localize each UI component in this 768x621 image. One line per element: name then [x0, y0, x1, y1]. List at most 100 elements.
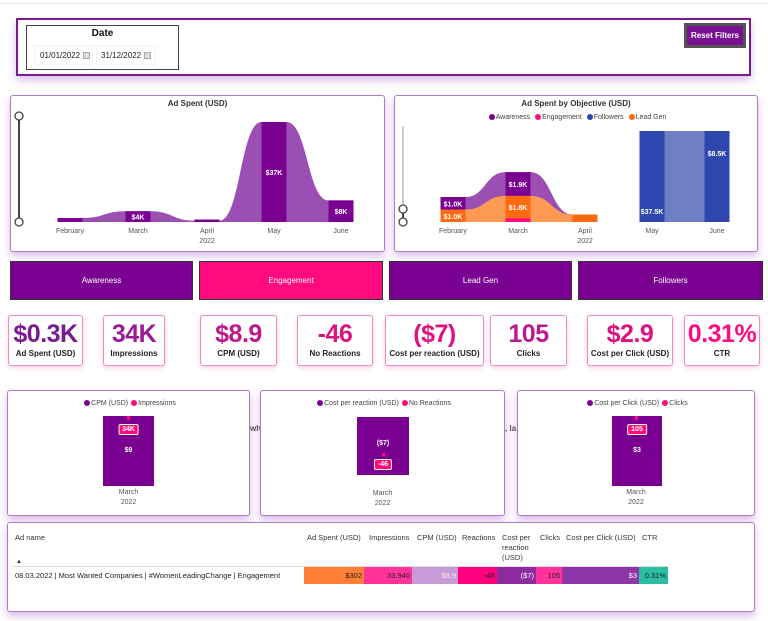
x-tick-label: May: [267, 228, 281, 235]
bar-lead-gen-march: [505, 195, 531, 219]
objective-lead-gen-button[interactable]: Lead Gen: [389, 261, 572, 300]
cost-per-click-chart: Cost per Click (USD) Clicks 105 $3 March …: [517, 390, 755, 516]
calendar-icon[interactable]: [144, 52, 152, 60]
data-label: $1.8K: [509, 205, 528, 212]
legend-engagement[interactable]: Engagement: [542, 114, 582, 121]
legend-dot: [587, 400, 594, 407]
range-slider-handle-top[interactable]: [398, 204, 408, 214]
x-axis-year: 2022: [120, 499, 137, 506]
range-slider-handle-top[interactable]: [14, 111, 24, 121]
reactions-marker: [382, 453, 385, 456]
chart-legend: Awareness Engagement Followers Lead Gen: [395, 114, 757, 121]
kpi-label: No Reactions: [309, 349, 361, 358]
kpi-card-clicks: 105 Clicks: [490, 315, 567, 366]
reset-filters-button[interactable]: Reset Filters: [684, 23, 746, 48]
bar-lead-gen-february: [440, 209, 466, 222]
legend-cost-per-click[interactable]: Cost per Click (USD): [594, 400, 660, 407]
x-axis-label: March: [626, 489, 646, 496]
chart-title: Ad Spent (USD): [167, 99, 228, 108]
kpi-value: -46: [317, 320, 353, 348]
background-text-fragment: , la: [505, 424, 517, 433]
kpi-value: $0.3K: [13, 320, 78, 348]
kpi-card-impressions: 34K Impressions: [103, 315, 165, 366]
bar-awareness-february: [440, 197, 466, 210]
kpi-card-cpm-usd: $8.9 CPM (USD): [200, 315, 277, 366]
column-header-ad-spent[interactable]: Ad Spent (USD): [307, 533, 361, 542]
kpi-card-ctr: 0.31% CTR: [684, 315, 760, 366]
legend-dot: [84, 400, 91, 407]
filter-panel: Date 01/01/2022 31/12/2022 Reset Filters: [16, 18, 751, 76]
column-header-impressions[interactable]: Impressions: [369, 533, 410, 542]
cost-per-reaction-bar[interactable]: ($7) -46: [357, 417, 409, 475]
x-tick-label: February: [439, 228, 468, 235]
column-header-reactions[interactable]: Reactions: [462, 533, 496, 542]
kpi-label: CPM (USD): [217, 349, 260, 358]
ad-spent-chart: Ad Spent (USD) February $4K March April $37K…: [10, 95, 385, 252]
legend-dot-engagement: [535, 114, 542, 121]
cell-cost-per-click: $3: [562, 567, 639, 584]
clicks-label: 105: [627, 424, 647, 435]
legend-lead-gen[interactable]: Lead Gen: [635, 114, 667, 121]
sort-ascending-icon[interactable]: ▲: [16, 559, 22, 565]
start-date-input[interactable]: 01/01/2022: [35, 45, 93, 65]
cell-cost-per-reaction: ($7): [497, 567, 536, 584]
objective-followers-button[interactable]: Followers: [578, 261, 763, 300]
bar-followers-june: [704, 131, 730, 222]
range-slider-handle-bottom[interactable]: [398, 217, 408, 227]
background-text-fragment: whi: [250, 424, 264, 433]
objective-awareness-button[interactable]: Awareness: [10, 261, 193, 300]
kpi-value: 105: [508, 320, 549, 348]
cost-per-click-label: $3: [633, 447, 641, 454]
x-tick-label: April: [200, 228, 214, 235]
chart-legend: Cost per reaction (USD) No Reactions: [261, 400, 504, 407]
data-label: $37K: [266, 170, 283, 177]
ad-spent-plot: February $4K March April $37K May $8K June 2022: [14, 111, 354, 245]
bar-april: [194, 219, 220, 222]
data-label: $1.9K: [509, 182, 528, 189]
end-date-input[interactable]: 31/12/2022: [96, 45, 156, 65]
range-slider-handle-bottom[interactable]: [14, 217, 24, 227]
cpm-label: $9: [124, 447, 133, 454]
kpi-label: Impressions: [110, 349, 158, 358]
column-header-clicks[interactable]: Clicks: [540, 533, 560, 542]
chart-legend: Cost per Click (USD) Clicks: [518, 400, 754, 407]
column-header-cost-per-click[interactable]: Cost per Click (USD): [566, 533, 636, 542]
cost-per-click-bar[interactable]: 105 $3: [612, 416, 662, 486]
data-label: $8.5K: [708, 151, 727, 158]
calendar-icon[interactable]: [83, 52, 91, 60]
legend-dot-lead-gen: [628, 114, 635, 121]
column-header-cpm[interactable]: CPM (USD): [417, 533, 457, 542]
cost-per-reaction-chart: Cost per reaction (USD) No Reactions ($7)…: [260, 390, 505, 516]
cell-clicks: 105: [536, 567, 562, 584]
cost-per-reaction-label: ($7): [376, 440, 390, 447]
kpi-label: Ad Spent (USD): [15, 349, 76, 358]
column-header-ctr[interactable]: CTR: [642, 533, 658, 542]
clicks-marker: [635, 416, 638, 420]
ads-table: Ad name Ad Spent (USD) Impressions CPM (…: [7, 522, 755, 612]
legend-followers[interactable]: Followers: [593, 114, 624, 121]
legend-cpm[interactable]: CPM (USD): [91, 400, 129, 407]
table-row[interactable]: 08.03.2022 | Most Wanted Companies | #Wo…: [8, 566, 668, 584]
legend-dot-awareness: [488, 114, 495, 121]
legend-dot: [317, 400, 324, 407]
kpi-label: Clicks: [516, 349, 541, 358]
data-label: $1.0K: [444, 214, 463, 221]
data-label: $37.5K: [641, 209, 664, 216]
legend-awareness[interactable]: Awareness: [495, 114, 531, 121]
bar-followers-may: [639, 131, 665, 222]
cpm-bar[interactable]: 34K $9: [103, 416, 154, 486]
kpi-card-cost-per-reaction-usd: ($7) Cost per reaction (USD): [385, 315, 484, 366]
column-header-ad-name[interactable]: Ad name: [15, 533, 46, 542]
objective-engagement-button[interactable]: Engagement: [199, 261, 383, 300]
legend-impressions[interactable]: Impressions: [138, 400, 176, 407]
legend-clicks[interactable]: Clicks: [669, 400, 688, 407]
data-label: $1.0K: [444, 201, 463, 208]
kpi-label: Cost per Click (USD): [590, 349, 670, 358]
header-divider: [12, 566, 668, 567]
area-series: [57, 122, 354, 222]
legend-no-reactions[interactable]: No Reactions: [408, 400, 451, 407]
bar-lead-gen-april: [572, 214, 598, 222]
column-header-cost-per-reaction[interactable]: Cost per reaction (USD): [502, 533, 531, 562]
legend-cost-per-reaction[interactable]: Cost per reaction (USD): [324, 400, 399, 407]
cell-ctr: 0.31%: [639, 567, 668, 584]
